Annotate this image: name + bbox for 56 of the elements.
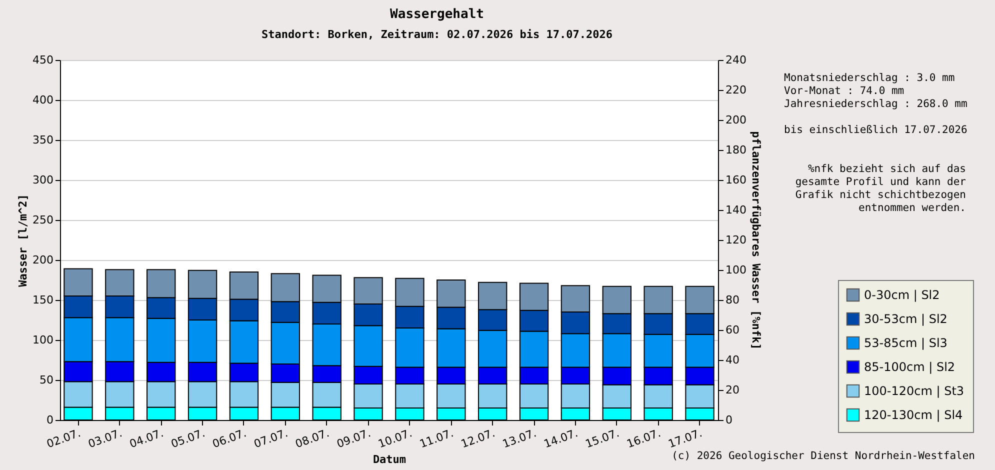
y2-tick-label: 140 <box>726 204 746 216</box>
y2-tick-label: 80 <box>726 294 740 306</box>
text: (c) 2026 Geologischer Dienst Nordrhein-Westfalen <box>672 450 975 462</box>
y2-tick-label: 0 <box>726 414 732 426</box>
y-tick-label: 250 <box>32 214 54 226</box>
y-tick-label: 350 <box>32 134 54 146</box>
x-axis-title: Datum <box>372 452 406 466</box>
x-tick-label: 04.07. <box>128 426 166 451</box>
y-tick-label: 400 <box>32 94 54 106</box>
x-tick-label: 05.07. <box>169 426 207 451</box>
text: Jahresniederschlag : 268.0 mm <box>784 98 968 110</box>
x-tick-label: 08.07. <box>294 426 331 451</box>
y2-tick-label: 160 <box>726 174 746 186</box>
x-tick-label: 07.07. <box>252 426 290 451</box>
y-tick-label: 0 <box>46 414 54 426</box>
y2-tick-label: 220 <box>726 84 746 96</box>
y2-tick-label: 120 <box>726 234 746 246</box>
x-tick-label: 10.07. <box>376 426 414 451</box>
x-tick-label: 06.07. <box>210 426 248 451</box>
y2-tick-label: 180 <box>726 144 746 156</box>
x-tick-label: 03.07. <box>86 426 124 451</box>
x-tick-label: 13.07. <box>500 426 538 451</box>
y2-tick-label: 100 <box>726 264 746 276</box>
y2-tick-label: 40 <box>726 354 740 366</box>
y-tick-label: 450 <box>32 54 54 66</box>
y-tick-label: 100 <box>32 334 54 346</box>
y2-tick-label: 240 <box>726 54 746 66</box>
legend-label: 30-53cm | Sl2 <box>864 312 948 326</box>
x-tick-label: 14.07. <box>542 426 580 451</box>
y-tick-label: 50 <box>40 374 54 386</box>
y2-tick-label: 60 <box>726 324 740 336</box>
y-axis-title: Wasser [l/m^2] <box>16 194 30 287</box>
y-tick-label: 150 <box>32 294 54 306</box>
legend-label: 53-85cm | Sl3 <box>864 336 948 350</box>
y2-tick-label: 20 <box>726 384 740 396</box>
y-tick-label: 200 <box>32 254 54 266</box>
legend-label: 120-130cm | Sl4 <box>864 408 963 422</box>
legend-label: 85-100cm | Sl2 <box>864 360 956 374</box>
x-tick-label: 15.07. <box>584 426 621 451</box>
x-tick-label: 11.07. <box>418 426 456 451</box>
x-tick-label: 12.07. <box>459 426 497 451</box>
x-tick-label: 09.07. <box>335 426 372 451</box>
text: Monatsniederschlag : 3.0 mm <box>784 72 955 84</box>
y2-axis-title: pflanzenverfügbares Wasser [%nfk] <box>749 131 762 350</box>
y-tick-label: 300 <box>32 174 54 186</box>
chart-title: Wassergehalt <box>390 7 484 22</box>
legend-label: 100-120cm | St3 <box>864 384 964 398</box>
text: bis einschließlich 17.07.2026 <box>784 124 968 136</box>
x-tick-label: 02.07. <box>45 426 82 451</box>
legend-label: 0-30cm | Sl2 <box>864 288 940 302</box>
x-tick-label: 17.07. <box>666 426 704 451</box>
text: Vor-Monat : 74.0 mm <box>784 85 904 97</box>
text: %nfk bezieht sich auf das gesamte Profil und kann der Grafik nicht schichtbezogen entnommen werden. <box>795 163 966 214</box>
chart-subtitle: Standort: Borken, Zeitraum: 02.07.2026 bis 17.07.2026 <box>262 28 613 41</box>
y2-tick-label: 200 <box>726 114 746 126</box>
x-tick-label: 16.07. <box>625 426 662 451</box>
